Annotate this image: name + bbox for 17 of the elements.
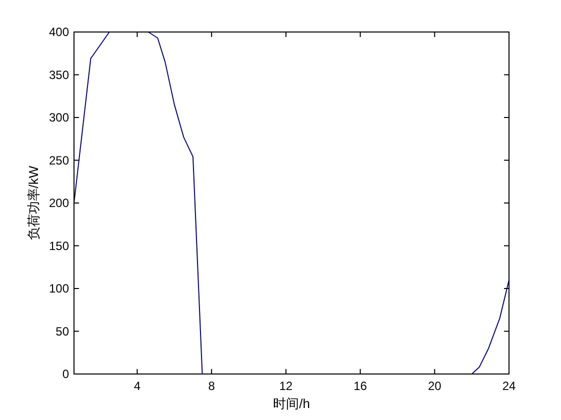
y-tick-label: 150 xyxy=(48,238,70,253)
x-axis-title: 时间/h xyxy=(273,396,310,411)
y-tick-label: 300 xyxy=(48,110,70,124)
y-tick-label: 250 xyxy=(48,153,70,168)
x-tick-label: 16 xyxy=(354,379,368,393)
y-tick-label: 400 xyxy=(48,25,70,39)
x-tick-label: 4 xyxy=(134,379,141,393)
y-tick-label: 200 xyxy=(48,196,70,210)
y-tick-label: 100 xyxy=(48,282,70,296)
y-tick-label: 350 xyxy=(48,68,70,82)
y-axis-title: 负荷功率/kW xyxy=(26,165,41,240)
x-tick-label: 8 xyxy=(208,379,216,393)
x-tick-label: 20 xyxy=(428,379,442,393)
x-tick-label: 12 xyxy=(279,379,293,393)
y-tick-label: 0 xyxy=(62,367,70,381)
x-tick-label: 24 xyxy=(502,379,516,393)
y-tick-label: 50 xyxy=(56,324,70,338)
